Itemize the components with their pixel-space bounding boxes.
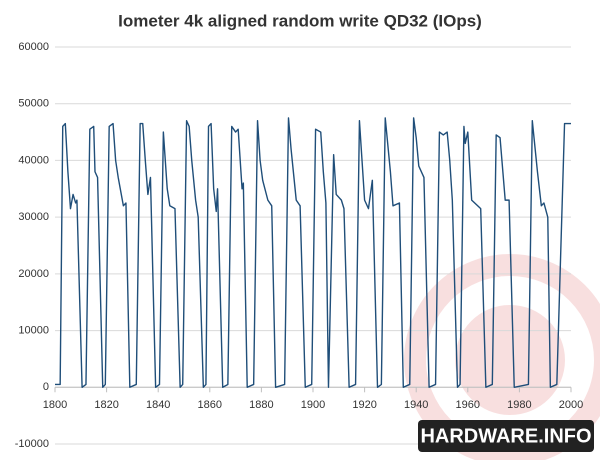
x-tick-label: 1960	[456, 399, 480, 411]
y-tick-label: 40000	[18, 154, 49, 166]
x-tick-label: 1880	[249, 399, 273, 411]
x-tick-label: 1920	[352, 399, 376, 411]
x-tick-label: 1900	[301, 399, 325, 411]
watermark-bg	[418, 420, 594, 452]
y-tick-label: 0	[43, 381, 49, 393]
data-line	[55, 117, 571, 388]
y-tick-label: 10000	[18, 324, 49, 336]
watermark: HARDWARE.INFO	[420, 425, 591, 447]
x-tick-label: 1820	[94, 399, 118, 411]
y-tick-label: 30000	[18, 211, 49, 223]
y-tick-label: 50000	[18, 98, 49, 110]
y-tick-label: 60000	[18, 41, 49, 53]
x-tick-label: 2000	[559, 399, 583, 411]
x-tick-label: 1800	[43, 399, 67, 411]
x-tick-label: 1980	[507, 399, 531, 411]
y-tick-label: -10000	[15, 438, 49, 450]
x-tick-label: 1860	[198, 399, 222, 411]
x-tick-label: 1940	[404, 399, 428, 411]
x-tick-label: 1840	[146, 399, 170, 411]
chart-title: Iometer 4k aligned random write QD32 (IO…	[118, 11, 482, 30]
y-tick-label: 20000	[18, 268, 49, 280]
